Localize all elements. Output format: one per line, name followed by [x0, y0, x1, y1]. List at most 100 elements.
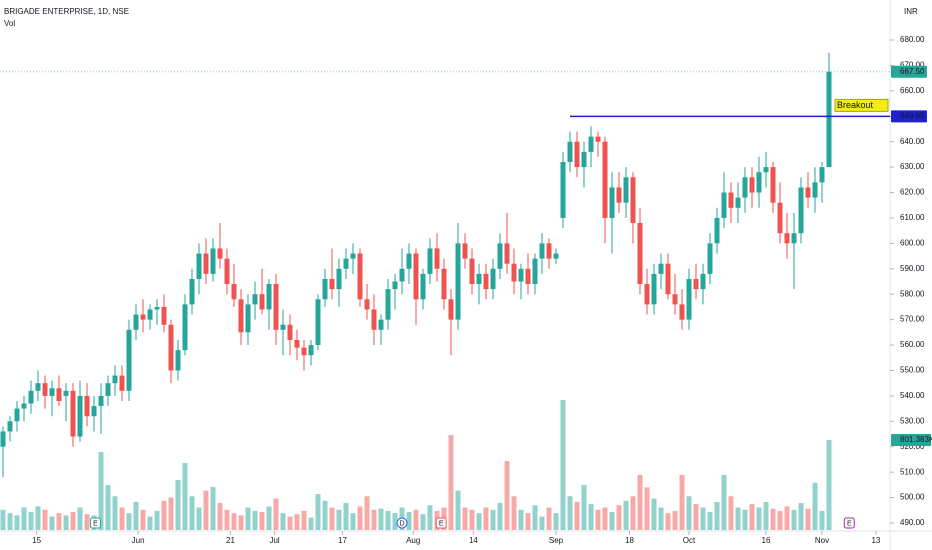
candle-body [511, 263, 517, 282]
volume-bar [259, 512, 265, 530]
x-tick-label: 18 [625, 536, 634, 545]
volume-bar [112, 496, 118, 530]
currency: INR [904, 7, 918, 16]
x-tick-label: 21 [226, 536, 235, 545]
candle-body [259, 294, 265, 310]
volume-bar [56, 513, 62, 530]
volume-bar [133, 501, 139, 530]
volume-bar [343, 503, 349, 530]
candle-body [105, 383, 111, 396]
candle-body [7, 421, 13, 432]
x-tick-label: Nov [815, 536, 829, 545]
candle-body [455, 243, 461, 320]
volume-bar [735, 507, 741, 530]
volume-bar [294, 514, 300, 530]
volume-bar [630, 496, 636, 530]
candle-body [462, 243, 468, 259]
event-label: E [93, 520, 98, 527]
candle-body [791, 233, 797, 244]
candle-body [112, 375, 118, 384]
volume-bar [602, 507, 608, 530]
volume-bar [175, 480, 181, 530]
volume-bar [791, 509, 797, 530]
candle-body [728, 192, 734, 208]
volume-bar [161, 500, 167, 530]
candle-body [749, 177, 755, 193]
volume-bar [7, 513, 13, 530]
volume-bar [357, 506, 363, 530]
volume-bar [252, 510, 258, 530]
volume-bar [749, 504, 755, 530]
y-tick-label: 560.00 [900, 340, 925, 349]
y-tick-label: 670.00 [900, 61, 925, 70]
volume-bar [371, 509, 377, 530]
volume-bar [525, 513, 531, 530]
volume-bar [462, 507, 468, 530]
x-tick-label: Aug [406, 536, 420, 545]
volume-bar [77, 507, 83, 530]
candle-body [350, 253, 356, 259]
volume-bar [455, 490, 461, 530]
volume-bar [805, 508, 811, 530]
y-tick-label: 490.00 [900, 518, 925, 527]
x-tick-label: Jul [269, 536, 279, 545]
candle-body [98, 395, 104, 407]
volume-bar [378, 508, 384, 530]
candle-body [238, 299, 244, 333]
candle-body [777, 202, 783, 234]
volume-bar [497, 503, 503, 530]
candle-body [595, 136, 601, 142]
volume-bar [420, 514, 426, 530]
y-tick-label: 680.00 [900, 35, 925, 44]
candle-body [399, 268, 405, 282]
volume-bar [686, 496, 692, 530]
volume-bar [546, 507, 552, 530]
candle-body [91, 406, 97, 417]
y-tick-label: 550.00 [900, 366, 925, 375]
candle-body [147, 309, 153, 320]
y-tick-label: 530.00 [900, 416, 925, 425]
candle-body [154, 306, 160, 310]
candle-body [266, 284, 272, 310]
volume-bar [189, 496, 195, 530]
candle-body [560, 162, 566, 218]
candle-body [539, 243, 545, 259]
candle-body [70, 390, 76, 437]
volume-bar [119, 507, 125, 530]
volume-bar [322, 500, 328, 530]
volume-bar [28, 512, 34, 530]
volume-bar [350, 513, 356, 530]
candle-body [196, 253, 202, 279]
candle-body [224, 258, 230, 285]
y-tick-label: 610.00 [900, 213, 925, 222]
volume-bar [595, 509, 601, 530]
volume-bar [616, 505, 622, 530]
candle-body [406, 253, 412, 269]
volume-bar [168, 497, 174, 530]
candle-body [504, 243, 510, 264]
volume-bar [273, 498, 279, 530]
candle-body [133, 314, 139, 330]
event-label: D [399, 520, 404, 527]
volume-bar [826, 439, 832, 530]
candle-body [413, 253, 419, 300]
candle-body [427, 248, 433, 274]
volume-bar [280, 513, 286, 530]
candle-body [231, 284, 237, 300]
volume-title: Vol [4, 19, 15, 28]
volume-bar [777, 510, 783, 530]
candle-body [420, 273, 426, 300]
volume-bar [14, 515, 20, 530]
candle-body [217, 248, 223, 259]
volume-bar [231, 513, 237, 530]
candle-body [763, 167, 769, 173]
event-marker [89, 517, 101, 529]
candle-body [56, 388, 62, 401]
volume-bar [210, 486, 216, 530]
volume-bar [581, 485, 587, 530]
volume-bar [287, 516, 293, 530]
volume-bar [609, 512, 615, 530]
candle-body [434, 248, 440, 269]
candle-body [497, 243, 503, 269]
